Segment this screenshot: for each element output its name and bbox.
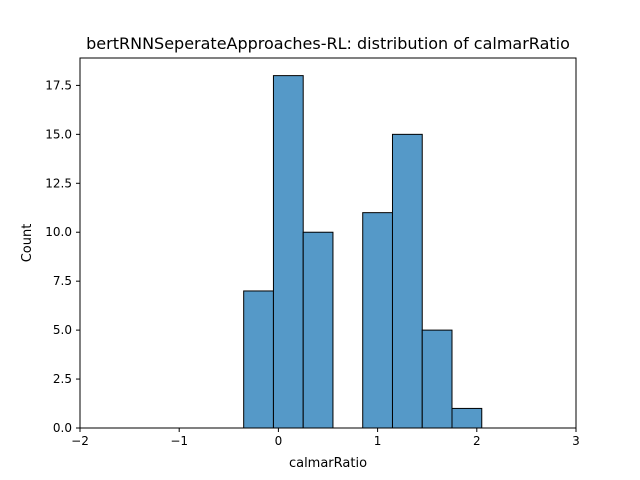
x-tick-label: −2 (71, 434, 89, 448)
x-axis-ticks: −2 −1 0 1 2 3 (71, 428, 580, 448)
histogram-bar-4 (362, 212, 393, 429)
histogram-bar-1 (272, 75, 304, 429)
y-tick-label: 5.0 (53, 323, 72, 337)
y-tick-label: 10.0 (45, 225, 72, 239)
y-axis-ticks: 0.0 2.5 5.0 7.5 10.0 12.5 15.0 17.5 (45, 78, 80, 435)
x-axis-label: calmarRatio (289, 456, 367, 471)
y-tick-label: 15.0 (45, 127, 72, 141)
x-tick-label: 1 (374, 434, 382, 448)
histogram-bar-5 (391, 133, 423, 429)
histogram-bar-0 (243, 290, 274, 429)
x-tick-label: 2 (473, 434, 481, 448)
chart-title: bertRNNSeperateApproaches-RL: distributi… (86, 34, 570, 53)
histogram-bar-2 (302, 231, 334, 429)
plot-frame (79, 57, 577, 429)
x-tick-label: 3 (572, 434, 580, 448)
histogram-bars (243, 75, 483, 429)
y-tick-label: 17.5 (45, 78, 72, 92)
x-tick-label: 0 (275, 434, 283, 448)
histogram-bar-7 (451, 407, 483, 429)
y-tick-label: 2.5 (53, 372, 72, 386)
histogram-bar-6 (421, 329, 453, 429)
x-tick-label: −1 (170, 434, 188, 448)
y-axis-label: Count (20, 224, 35, 263)
y-tick-label: 7.5 (53, 274, 72, 288)
y-tick-label: 12.5 (45, 176, 72, 190)
y-tick-label: 0.0 (53, 421, 72, 435)
